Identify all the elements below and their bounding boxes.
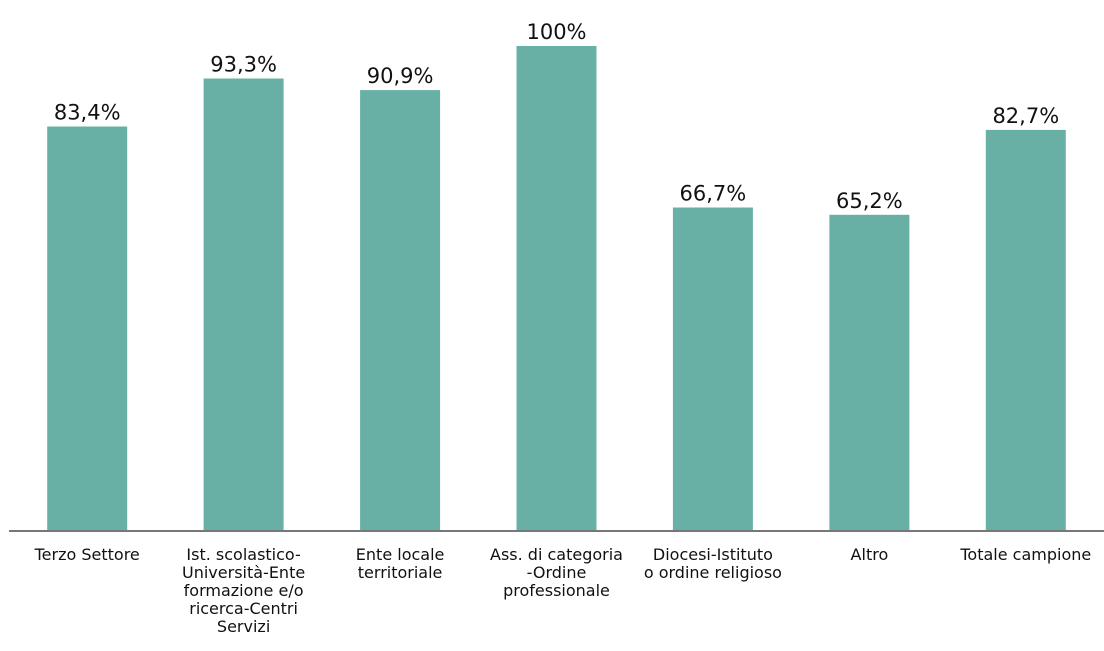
category-label-line: Ente locale xyxy=(356,545,445,564)
category-label-3: Ente locale territoriale xyxy=(356,545,445,582)
bar-value-label-2: 93,3% xyxy=(210,53,277,77)
bar-5 xyxy=(672,207,753,531)
category-label-1: Terzo Settore xyxy=(34,545,140,564)
category-label-4: Ass. di categoria -Ordine professionale xyxy=(490,545,623,600)
category-label-line: formazione e/o xyxy=(184,581,304,600)
category-label-line: o ordine religioso xyxy=(644,563,782,582)
category-label-line: Università-Ente xyxy=(182,563,305,582)
bar-7 xyxy=(985,129,1066,531)
category-label-line: Altro xyxy=(851,545,889,564)
category-label-line: -Ordine xyxy=(527,563,587,582)
category-label-line: Servizi xyxy=(217,617,270,636)
category-label-6: Altro xyxy=(851,545,889,564)
value-labels-group: 83,4% 93,3% 90,9% 100% 66,7% 65,2% 82,7% xyxy=(54,20,1059,213)
bar-1 xyxy=(47,126,128,531)
category-label-line: Ist. scolastico- xyxy=(186,545,300,564)
bar-value-label-1: 83,4% xyxy=(54,101,121,125)
bar-2 xyxy=(203,78,284,531)
bar-value-label-3: 90,9% xyxy=(367,64,434,88)
category-label-line: territoriale xyxy=(358,563,443,582)
bar-4 xyxy=(516,46,597,531)
bar-value-label-6: 65,2% xyxy=(836,189,903,213)
category-label-2: Ist. scolastico-Università-Ente formazion… xyxy=(182,545,305,636)
category-labels-group: Terzo Settore Ist. scolastico-Università-… xyxy=(34,545,1092,636)
bar-value-label-5: 66,7% xyxy=(680,182,747,206)
category-label-line: Ass. di categoria xyxy=(490,545,623,564)
category-label-line: Terzo Settore xyxy=(34,545,140,564)
category-label-line: Totale campione xyxy=(959,545,1091,564)
category-label-line: ricerca-Centri xyxy=(189,599,298,618)
bar-value-label-7: 82,7% xyxy=(992,104,1059,128)
bar-3 xyxy=(360,90,441,531)
category-label-7: Totale campione xyxy=(959,545,1091,564)
category-label-line: professionale xyxy=(503,581,610,600)
bar-value-label-4: 100% xyxy=(526,20,586,44)
bar-6 xyxy=(829,214,910,532)
category-label-5: Diocesi-Istituto o ordine religioso xyxy=(644,545,782,582)
category-label-line: Diocesi-Istituto xyxy=(653,545,773,564)
bars-group xyxy=(47,46,1066,532)
